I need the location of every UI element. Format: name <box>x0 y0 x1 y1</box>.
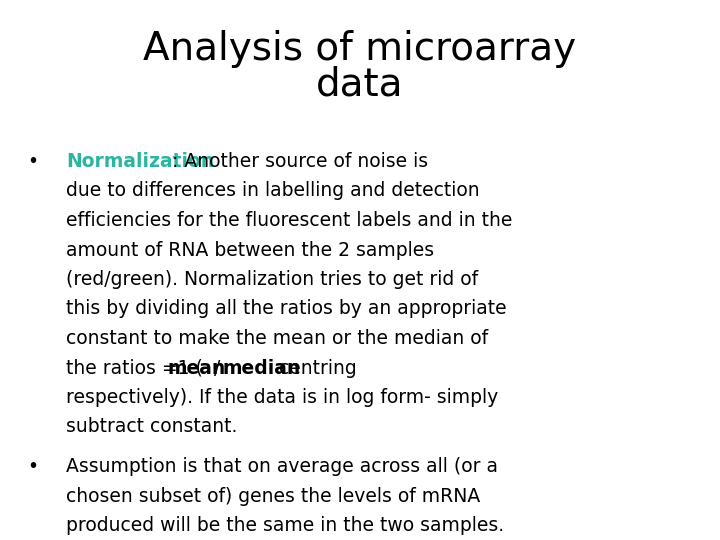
Text: Normalization: Normalization <box>66 152 215 171</box>
Text: data: data <box>316 65 404 103</box>
Text: •: • <box>27 457 38 476</box>
Text: amount of RNA between the 2 samples: amount of RNA between the 2 samples <box>66 240 434 260</box>
Text: this by dividing all the ratios by an appropriate: this by dividing all the ratios by an ap… <box>66 300 507 319</box>
Text: Analysis of microarray: Analysis of microarray <box>143 30 577 68</box>
Text: the ratios =1 (: the ratios =1 ( <box>66 359 203 377</box>
Text: mean: mean <box>167 359 225 377</box>
Text: (red/green). Normalization tries to get rid of: (red/green). Normalization tries to get … <box>66 270 478 289</box>
Text: subtract constant.: subtract constant. <box>66 417 238 436</box>
Text: •: • <box>27 152 38 171</box>
Text: respectively). If the data is in log form- simply: respectively). If the data is in log for… <box>66 388 498 407</box>
Text: Assumption is that on average across all (or a: Assumption is that on average across all… <box>66 457 498 476</box>
Text: constant to make the mean or the median of: constant to make the mean or the median … <box>66 329 488 348</box>
Text: : Another source of noise is: : Another source of noise is <box>172 152 428 171</box>
Text: due to differences in labelling and detection: due to differences in labelling and dete… <box>66 181 480 200</box>
Text: /: / <box>208 359 220 377</box>
Text: chosen subset of) genes the levels of mRNA: chosen subset of) genes the levels of mR… <box>66 487 480 506</box>
Text: efficiencies for the fluorescent labels and in the: efficiencies for the fluorescent labels … <box>66 211 513 230</box>
Text: produced will be the same in the two samples.: produced will be the same in the two sam… <box>66 516 505 535</box>
Text: centring: centring <box>274 359 357 377</box>
Text: median: median <box>222 359 300 377</box>
